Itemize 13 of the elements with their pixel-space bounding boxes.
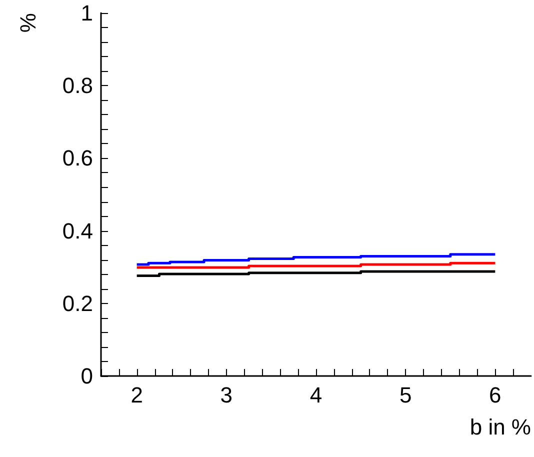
x-tick-label: 2 bbox=[130, 382, 143, 408]
y-axis-title: % bbox=[16, 13, 40, 33]
y-tick-label: 0.4 bbox=[62, 218, 93, 244]
x-tick-label: 4 bbox=[310, 382, 322, 408]
x-tick-label: 6 bbox=[489, 382, 502, 408]
x-tick-label: 3 bbox=[220, 382, 233, 408]
y-tick-label: 0.2 bbox=[62, 290, 93, 316]
y-tick-label: 0.8 bbox=[62, 73, 93, 98]
x-axis-title: b in % bbox=[470, 414, 531, 440]
y-tick-label: 0 bbox=[80, 364, 93, 388]
y-tick-label: 1 bbox=[80, 0, 93, 26]
y-tick-label: 0.6 bbox=[62, 146, 93, 171]
x-tick-label: 5 bbox=[399, 382, 412, 408]
